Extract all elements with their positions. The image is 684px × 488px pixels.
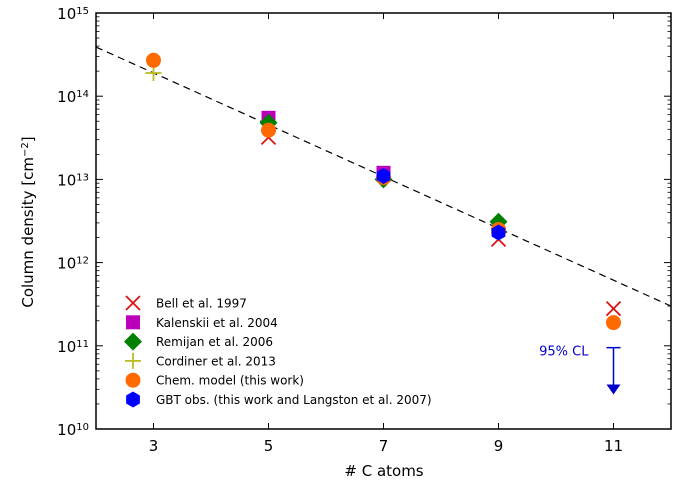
x-tick-label: 11 <box>604 437 623 455</box>
legend-label: Kalenskii et al. 2004 <box>156 316 278 330</box>
x-tick-label: 7 <box>379 437 389 455</box>
legend-marker <box>126 391 140 408</box>
legend-marker <box>124 332 142 351</box>
data-point <box>605 300 622 317</box>
data-point <box>606 315 621 331</box>
legend-marker <box>126 315 140 330</box>
legend-label: GBT obs. (this work and Langston et al. … <box>156 393 432 407</box>
y-tick-label: 1011 <box>57 338 89 356</box>
x-axis-title: # C atoms <box>344 462 423 480</box>
y-tick-label: 1012 <box>57 255 89 273</box>
legend-label: Remijan et al. 2006 <box>156 335 273 349</box>
y-axis: 1010 1011 1012 1013 1014 1015 <box>57 5 671 439</box>
x-tick-label: 5 <box>264 437 274 455</box>
data-point <box>259 113 278 132</box>
y-tick-label: 1014 <box>57 88 89 106</box>
x-tick-label: 9 <box>494 437 504 455</box>
legend-label: Cordiner et al. 2013 <box>156 354 276 368</box>
data-point <box>376 168 391 184</box>
x-axis: 3 5 7 9 11 <box>149 13 623 455</box>
data-point <box>261 122 276 138</box>
x-tick-label: 3 <box>149 437 159 455</box>
legend-marker <box>125 295 141 311</box>
upper-limit-arrowhead <box>606 384 621 395</box>
legend-marker <box>125 352 141 369</box>
y-tick-label: 1013 <box>57 171 89 189</box>
y-tick-label: 1010 <box>57 421 89 439</box>
legend-label: Chem. model (this work) <box>156 374 304 388</box>
upper-limit-label: 95% CL <box>539 345 589 360</box>
data-points: 95% CL <box>95 46 672 395</box>
y-tick-label: 1015 <box>57 5 89 23</box>
legend-marker <box>125 372 141 388</box>
data-point <box>146 52 161 68</box>
data-point <box>491 224 506 241</box>
legend: Bell et al. 1997 Kalenskii et al. 2004 Rem… <box>124 295 432 408</box>
legend-label: Bell et al. 1997 <box>156 297 247 311</box>
y-axis-title: Column density [cm−2] <box>19 136 37 307</box>
